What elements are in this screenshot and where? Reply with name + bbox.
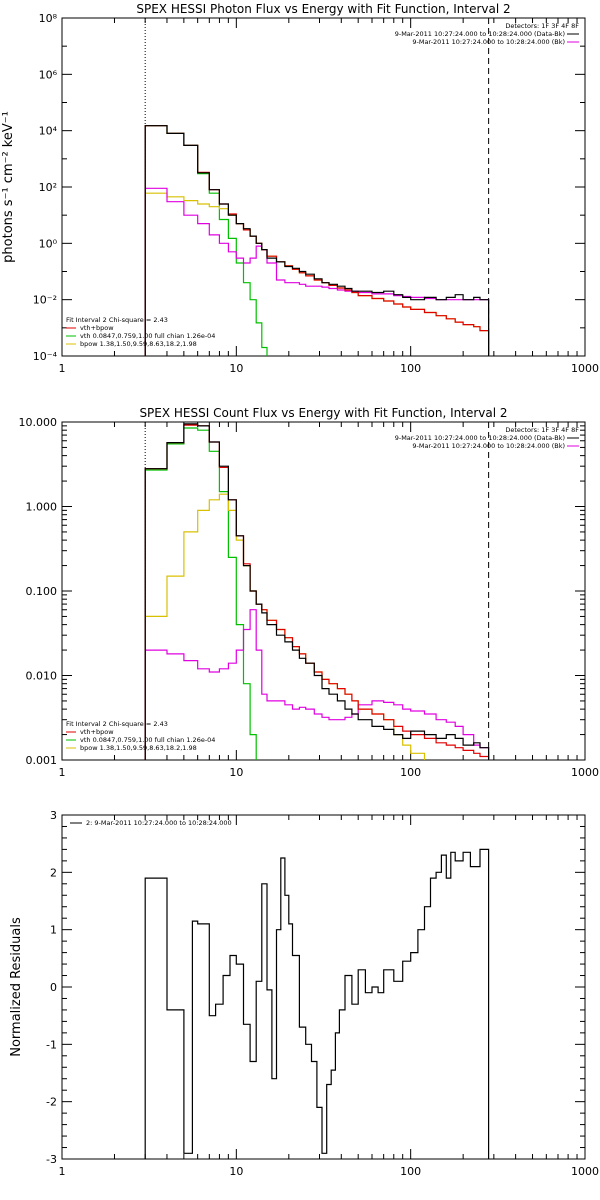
resid-xtick-label: 10 bbox=[229, 1165, 243, 1178]
count-ytick-label: 1.000 bbox=[26, 501, 58, 514]
resid-ytick-label: 1 bbox=[50, 924, 57, 937]
photon-legend-header: Detectors: 1F 3F 4F 8F bbox=[505, 22, 579, 30]
photon-ytick-label: 10⁶ bbox=[39, 68, 58, 81]
count-xtick-label: 10 bbox=[229, 766, 243, 779]
count-legend-text: 9-Mar-2011 10:27:24.000 to 10:28:24.000 … bbox=[412, 442, 565, 450]
count-legend-header: Detectors: 1F 3F 4F 8F bbox=[505, 426, 579, 434]
resid-panel: 1 10 100 1000 -3 -2 -1 0 1 2 3 Normalized Residuals… bbox=[9, 809, 599, 1178]
resid-ytick-label: -3 bbox=[46, 1153, 57, 1166]
count-series-group bbox=[144, 423, 490, 760]
photon-fit-header: Fit Interval 2 Chi-square = 2.43 bbox=[66, 316, 168, 324]
photon-ytick-label: 10⁴ bbox=[39, 125, 58, 138]
photon-xtick-label: 100 bbox=[400, 362, 421, 375]
count-ytick-label: 0.001 bbox=[26, 754, 58, 767]
photon-legend-text: 9-Mar-2011 10:27:24.000 to 10:28:24.000 … bbox=[412, 38, 565, 46]
count-fit-text: vth+bpow bbox=[80, 728, 114, 736]
resid-xtick-label: 100 bbox=[400, 1165, 421, 1178]
count-xtick-label: 1000 bbox=[571, 766, 599, 779]
count-ytick-label: 10.000 bbox=[19, 416, 58, 429]
resid-ytick-label: 3 bbox=[50, 809, 57, 822]
photon-series-total bbox=[144, 125, 490, 356]
photon-xtick-label: 1000 bbox=[571, 362, 599, 375]
count-series-data bbox=[144, 423, 490, 760]
photon-series-group bbox=[144, 125, 490, 356]
photon-series-bk bbox=[144, 187, 490, 356]
count-ytick-label: 0.010 bbox=[26, 670, 58, 683]
photon-legend-text: 9-Mar-2011 10:27:24.000 to 10:28:24.000 … bbox=[395, 30, 565, 38]
photon-title: SPEX HESSI Photon Flux vs Energy with Fi… bbox=[136, 2, 510, 16]
photon-xtick-label: 1 bbox=[59, 362, 66, 375]
photon-panel: SPEX HESSI Photon Flux vs Energy with Fi… bbox=[1, 2, 599, 375]
resid-series-resid bbox=[144, 848, 490, 1159]
count-xtick-label: 100 bbox=[400, 766, 421, 779]
count-ytick-label: 0.100 bbox=[26, 585, 58, 598]
photon-ylabel: photons s⁻¹ cm⁻² keV⁻¹ bbox=[1, 111, 16, 263]
photon-fit-text: bpow 1.38,1.50,9.59,8.63,18.2,1.98 bbox=[80, 340, 197, 348]
photon-ytick-label: 10⁰ bbox=[39, 237, 58, 250]
count-fit-header: Fit Interval 2 Chi-square = 2.43 bbox=[66, 720, 168, 728]
resid-legend-text: 2: 9-Mar-2011 10:27:24.000 to 10:28:24.0… bbox=[86, 819, 232, 827]
photon-ytick-label: 10⁻² bbox=[33, 294, 57, 307]
photon-series-vth bbox=[144, 125, 273, 356]
photon-fit-text: vth+bpow bbox=[80, 324, 114, 332]
count-series-vth bbox=[144, 427, 263, 760]
resid-ytick-label: -1 bbox=[46, 1038, 57, 1051]
resid-plot-frame bbox=[61, 814, 586, 1160]
count-series-bk bbox=[144, 609, 490, 760]
photon-fit-text: vth 0.0847,0.759,1.00 full chian 1.26e-0… bbox=[80, 332, 215, 340]
resid-ytick-label: -2 bbox=[46, 1096, 57, 1109]
resid-xtick-label: 1 bbox=[59, 1165, 66, 1178]
count-series-total bbox=[144, 424, 490, 760]
photon-ytick-label: 10⁸ bbox=[39, 12, 58, 25]
count-fit-text: vth 0.0847,0.759,1.00 full chian 1.26e-0… bbox=[80, 736, 215, 744]
count-xtick-label: 1 bbox=[59, 766, 66, 779]
resid-ytick-label: 2 bbox=[50, 866, 57, 879]
count-title: SPEX HESSI Count Flux vs Energy with Fit… bbox=[139, 406, 507, 420]
count-legend-text: 9-Mar-2011 10:27:24.000 to 10:28:24.000 … bbox=[395, 434, 565, 442]
resid-ylabel: Normalized Residuals bbox=[9, 917, 24, 1057]
count-plot-frame bbox=[61, 421, 586, 761]
count-fit-text: bpow 1.38,1.50,9.59,8.63,18.2,1.98 bbox=[80, 744, 197, 752]
photon-series-data bbox=[144, 125, 490, 356]
photon-ytick-label: 10² bbox=[39, 181, 57, 194]
photon-ytick-label: 10⁻⁴ bbox=[33, 350, 58, 363]
resid-ytick-label: 0 bbox=[50, 981, 57, 994]
resid-xtick-label: 1000 bbox=[571, 1165, 599, 1178]
resid-series-group bbox=[144, 848, 490, 1159]
count-series-bpow bbox=[144, 493, 437, 760]
count-panel: SPEX HESSI Count Flux vs Energy with Fit… bbox=[19, 406, 600, 779]
photon-xtick-label: 10 bbox=[229, 362, 243, 375]
photon-plot-frame bbox=[61, 17, 586, 357]
